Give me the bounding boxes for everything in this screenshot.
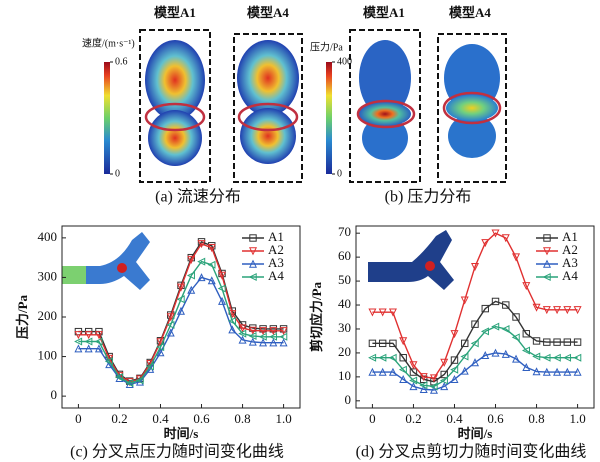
caption: (a) 流速分布 [155,188,241,206]
legend-label: A4 [562,268,578,283]
colorbar-label: 0 [337,168,342,179]
y-tick-label: 100 [38,348,58,363]
model-label: 模型A1 [154,5,196,20]
figure: 模型A1 模型A4 速度/(m·s⁻¹) (a) 流速分布 模型A1 模型A4 … [0,0,600,462]
colorbar-label: 400 [337,56,352,67]
y-tick-label: 50 [338,272,351,287]
vessel [446,95,498,121]
y-tick-label: 30 [338,320,351,335]
y-tick-label: 10 [338,368,351,383]
x-tick-label: 0.8 [234,411,250,426]
bifurcation-point [117,263,127,273]
x-tick-label: 0 [369,411,376,426]
colorbar-label: 0.6 [115,56,128,67]
x-tick-label: 0 [75,411,82,426]
y-tick-label: 200 [38,308,58,323]
chart: 0 100 200 300 400 0 0.2 0.4 0.6 0.8 1.0 时间/s 压力/Pa (c… [15,226,300,461]
plot-frame [62,226,300,408]
y-axis-label: 剪切应力/Pa [309,281,324,352]
y-tick-label: 20 [338,344,351,359]
y-tick-label: 300 [38,268,58,283]
inset [368,230,454,290]
x-axis-label: 时间/s [164,426,199,441]
y-tick-label: 0 [51,387,58,402]
colorbar-title: 压力/Pa [310,40,343,53]
x-tick-label: 0.6 [487,411,504,426]
colorbar-label: 0 [115,168,120,179]
vessel-inset [368,230,454,290]
bifurcation-point [425,261,435,271]
x-tick-label: 0.4 [446,411,463,426]
vessel-inset [62,266,86,284]
x-tick-label: 1.0 [275,411,291,426]
y-axis-label: 压力/Pa [15,294,30,339]
y-tick-label: 40 [338,296,351,311]
colorbar [104,62,110,174]
y-tick-label: 70 [338,224,351,239]
x-tick-label: 0.6 [193,411,210,426]
model-label: 模型A4 [449,5,491,20]
legend-label: A4 [268,268,284,283]
vessel [148,110,202,166]
colorbar [326,62,332,174]
x-tick-label: 0.8 [528,411,544,426]
x-tick-label: 0.2 [405,411,421,426]
y-tick-label: 400 [38,229,58,244]
y-tick-label: 0 [345,392,352,407]
x-tick-label: 1.0 [569,411,585,426]
y-tick-label: 60 [338,248,351,263]
vessel [240,108,296,164]
caption: (b) 压力分布 [385,188,472,206]
caption: (c) 分叉点压力随时间变化曲线 [70,443,284,461]
model-label: 模型A1 [363,5,405,20]
plot-frame [356,226,594,408]
x-tick-label: 0.4 [152,411,169,426]
x-axis-label: 时间/s [458,426,493,441]
colorbar-title: 速度/(m·s⁻¹) [82,36,135,49]
model-label: 模型A4 [247,5,289,20]
caption: (d) 分叉点剪切力随时间变化曲线 [356,443,587,461]
x-tick-label: 0.2 [111,411,127,426]
inset [62,232,150,290]
chart: 0 10 20 30 40 50 60 70 0 0.2 0.4 0.6 0.8 1.0 时间/s 剪切应力/… [309,224,594,461]
